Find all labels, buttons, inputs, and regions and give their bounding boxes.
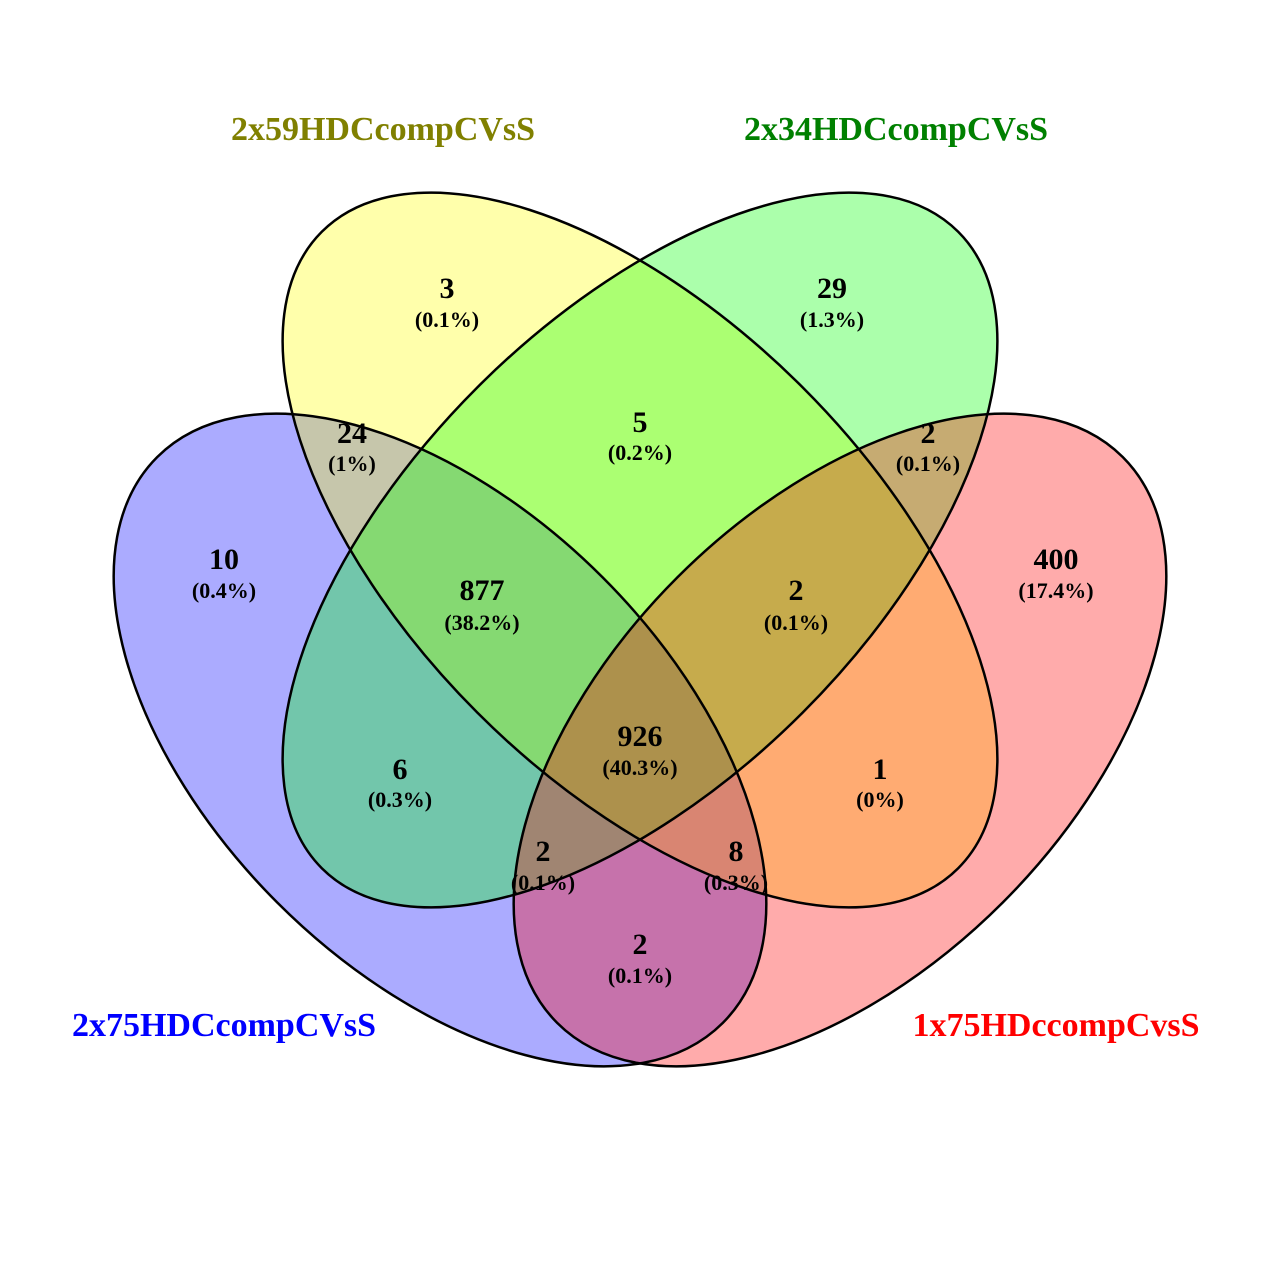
region-count: 24 <box>337 417 367 450</box>
region-count: 2 <box>633 928 648 961</box>
set-outlines <box>112 191 1168 1068</box>
set-labels: 2x59HDCcompCVsS 2x34HDCcompCVsS 2x75HDCc… <box>72 111 1200 1044</box>
region-percent: (0.3%) <box>368 787 432 812</box>
region-percent: (0.1%) <box>608 963 672 988</box>
set-fills <box>113 192 1167 1067</box>
region-count: 400 <box>1034 543 1079 576</box>
region-percent: (0.4%) <box>192 578 256 603</box>
region-count: 2 <box>921 417 936 450</box>
region-percent: (0.1%) <box>764 610 828 635</box>
outline-2x75 <box>112 412 768 1068</box>
region-percent: (17.4%) <box>1018 578 1093 603</box>
region-count: 2 <box>536 835 551 868</box>
region-percent: (0.1%) <box>511 870 575 895</box>
region-count: 3 <box>440 272 455 305</box>
set-ellipse-2x75 <box>113 413 767 1067</box>
region-count: 926 <box>618 720 663 753</box>
region-percent: (1%) <box>328 451 376 476</box>
outline-2x59 <box>281 191 999 909</box>
region-percent: (0.3%) <box>704 870 768 895</box>
set-ellipse-2x34 <box>282 192 998 908</box>
region-count: 29 <box>817 272 847 305</box>
region-percent: (0.1%) <box>415 307 479 332</box>
set-label-2x59: 2x59HDCcompCVsS <box>231 111 535 148</box>
set-label-2x34: 2x34HDCcompCVsS <box>744 111 1048 148</box>
set-label-1x75: 1x75HDccompCvsS <box>912 1007 1199 1044</box>
region-count: 8 <box>729 835 744 868</box>
region-labels: 10 (0.4%) 3 (0.1%) 29 (1.3%) 400 (17.4%)… <box>192 272 1094 988</box>
set-label-2x75: 2x75HDCcompCVsS <box>72 1007 376 1044</box>
region-percent: (38.2%) <box>444 610 519 635</box>
region-percent: (1.3%) <box>800 307 864 332</box>
region-count: 10 <box>209 543 239 576</box>
region-count: 6 <box>393 753 408 786</box>
region-count: 1 <box>873 753 888 786</box>
region-count: 2 <box>789 574 804 607</box>
region-count: 877 <box>460 574 505 607</box>
region-percent: (40.3%) <box>602 755 677 780</box>
region-count: 5 <box>633 406 648 439</box>
set-ellipse-2x59 <box>282 192 998 908</box>
outline-2x34 <box>281 191 999 909</box>
set-ellipse-1x75 <box>513 413 1167 1067</box>
region-percent: (0.2%) <box>608 440 672 465</box>
outline-1x75 <box>512 412 1168 1068</box>
region-percent: (0.1%) <box>896 451 960 476</box>
region-percent: (0%) <box>856 787 904 812</box>
